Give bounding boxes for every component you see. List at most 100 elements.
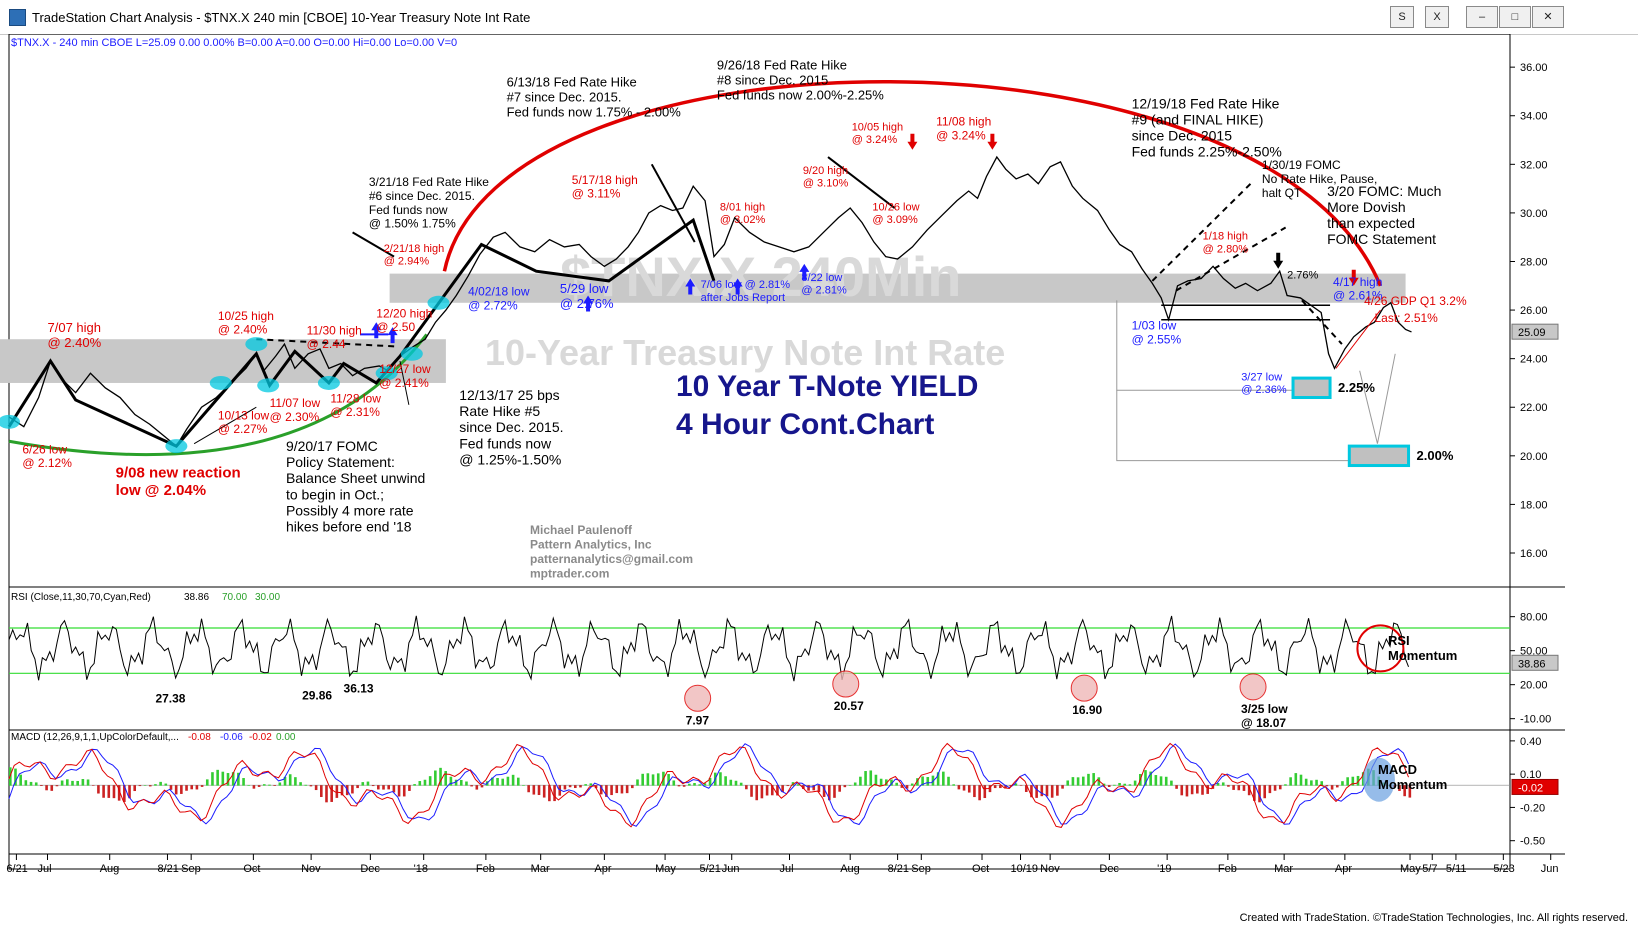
annotation-line: @ 2.81% [801,285,847,297]
macd-histogram-bar [216,769,219,786]
macd-histogram-bar [231,772,235,786]
chart-annotation: 3/27 low @ 2.36% [1241,372,1287,397]
chart-annotation: 9/08 new reaction low @ 2.04% [116,465,241,499]
rsi-low-label: 20.57 [834,699,864,713]
date-tick-label: Jul [38,863,52,875]
macd-histogram-bar [1144,770,1147,786]
annotation-line: @ 2.41% [379,376,429,390]
macd-histogram-bar [1284,784,1287,786]
chart-annotation: 11/08 high @ 3.24% [936,114,991,142]
macd-histogram-bar [1149,771,1152,786]
low-highlight [209,375,232,390]
macd-histogram-bar [154,784,157,786]
annotation-line: Policy Statement: [286,454,395,470]
chart-annotation: 9/20 high @ 3.10% [803,165,849,190]
macd-histogram-bar [143,785,147,786]
macd-histogram-bar [905,785,909,789]
price-tick-label: 24.00 [1520,354,1548,366]
date-tick-label: 8/21 [888,863,909,875]
chart-annotation: Last: 2.51% [1374,311,1438,325]
annotation-line: 4/26 GDP Q1 3.2% [1364,294,1467,308]
macd-histogram-bar [542,785,546,798]
annotation-line: 1/30/19 FOMC [1262,158,1341,172]
macd-histogram-bar [1278,785,1282,790]
chart-annotation: 10/26 low @ 3.09% [872,201,919,226]
rsi-low-label: 29.86 [302,688,332,702]
chart-annotation: 11/30 high @ 2.44 [307,323,362,351]
macd-histogram-bar [237,772,240,786]
annotation-line: @ 2.76% [560,296,614,311]
last-price-label: 25.09 [1518,327,1546,339]
macd-histogram-bar [459,779,463,786]
minimize-button[interactable]: – [1466,6,1498,28]
leader-line [827,156,896,209]
price-tick-label: 30.00 [1520,208,1548,220]
macd-histogram-bar [1081,776,1085,786]
annotation-line: Fed funds now [369,203,448,217]
macd-histogram-bar [916,778,919,786]
macd-histogram-bar [371,785,375,787]
low-highlight [165,439,188,454]
macd-histogram-bar [1035,785,1038,798]
annotation-line: since Dec. 2015 [1132,128,1233,144]
macd-histogram-bar [247,785,251,786]
watermark-name: 10-Year Treasury Note Int Rate [485,332,1005,373]
annotation-line: 3/20 FOMC: Much [1327,183,1441,199]
symbol-link-button[interactable]: S [1390,6,1414,28]
macd-histogram-bar [148,785,152,787]
macd-histogram-bar [491,777,494,786]
annotation-line: 3/27 low [1241,372,1282,384]
macd-histogram-bar [890,779,893,786]
macd-histogram-bar [1045,785,1049,797]
macd-histogram-bar [1170,780,1173,786]
macd-histogram-bar [853,782,857,786]
annotation-line: Fed funds now 1.75% - 2.00% [507,104,682,119]
macd-histogram-bar [211,772,214,786]
annotation-line: halt QT [1262,186,1302,200]
annotation-line: @ 2.36% [1241,384,1287,396]
annotation-line: 9/20 high [803,165,848,177]
macd-histogram-bar [864,771,867,786]
annotation-line: Fed funds now [459,435,552,451]
macd-histogram-bar [1113,784,1116,786]
macd-histogram-bar [1175,785,1178,789]
blue-up-arrow [685,278,696,295]
date-tick-label: Oct [243,863,260,875]
macd-histogram-bar [1159,776,1163,786]
close-button[interactable]: ✕ [1532,6,1564,28]
macd-histogram-bar [174,785,178,795]
macd-histogram-bar [1024,785,1028,792]
date-tick-label: 5/23 [1493,863,1514,875]
dashed-trendline [1301,299,1343,345]
macd-histogram-bar [330,785,333,802]
rsi-header: RSI (Close,11,30,70,Cyan,Red) [11,592,151,603]
macd-histogram-bar [672,780,676,786]
macd-histogram-bar [1341,781,1344,786]
macd-histogram-bar [978,785,981,801]
macd-histogram-bar [413,784,416,786]
macd-histogram-bar [786,785,790,787]
macd-histogram-bar [1014,783,1018,786]
macd-histogram-bar [1190,785,1194,795]
macd-histogram-bar [568,785,572,788]
macd-tick-label: 0.40 [1520,736,1541,748]
annotation-line: @ 3.24% [936,128,986,142]
macd-histogram-bar [123,785,126,803]
macd-histogram-bar [107,785,111,798]
macd-histogram-bar [895,782,898,786]
macd-histogram-bar [128,785,131,799]
macd-histogram-bar [807,785,810,791]
rsi-low-label: 27.38 [155,691,185,705]
close-window-button-x[interactable]: X [1425,6,1449,28]
macd-histogram-bar [402,785,406,797]
macd-histogram-bar [356,785,359,789]
macd-last-label: -0.02 [1518,782,1543,794]
maximize-button[interactable]: □ [1499,6,1531,28]
macd-histogram-bar [599,785,603,795]
blue-up-arrow [371,322,382,339]
chart-annotation: 10/25 high @ 2.40% [218,309,274,337]
macd-histogram-bar [24,780,28,786]
chart-annotation: 8/22 low @ 2.81% [801,272,847,297]
blue-up-arrow [583,295,594,312]
footer-copyright: Created with TradeStation. ©TradeStation… [1239,912,1628,924]
